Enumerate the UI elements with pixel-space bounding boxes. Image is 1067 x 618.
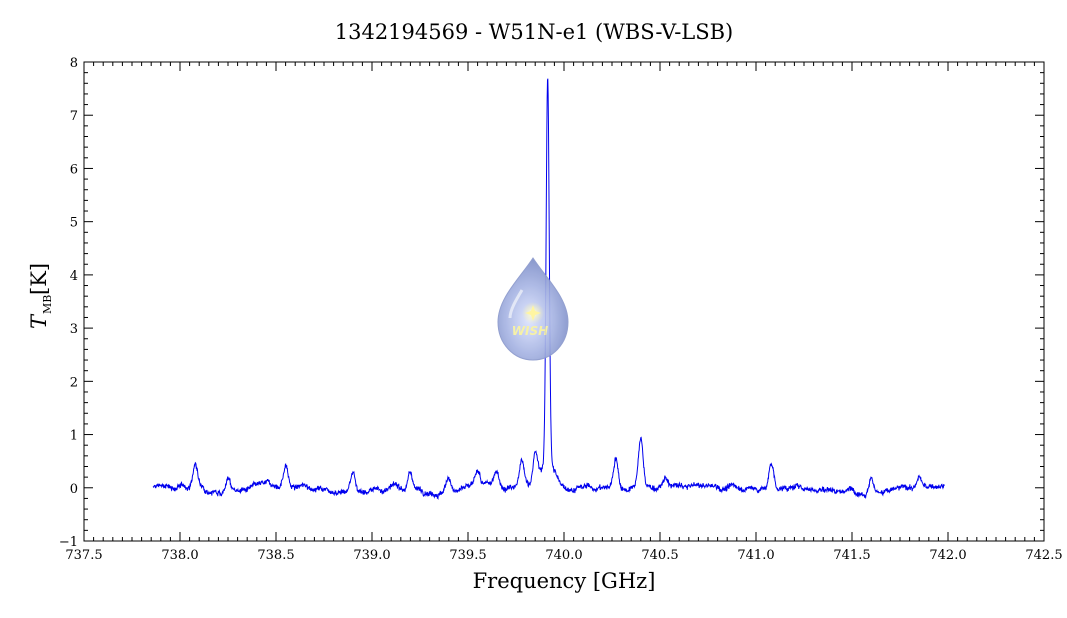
x-tick-label: 737.5 [65, 548, 102, 563]
x-tick-label: 738.0 [161, 548, 198, 563]
drop-highlight [508, 289, 524, 319]
y-axis-label-symbol: T [27, 313, 51, 329]
y-tick-label: 6 [70, 162, 78, 177]
y-axis-label-subscript: MB [41, 295, 54, 314]
y-axis-label: T MB [K] [27, 263, 54, 329]
x-tick-label: 741.5 [833, 548, 870, 563]
x-axis-label: Frequency [GHz] [473, 569, 656, 593]
y-tick-label: 2 [70, 375, 78, 390]
y-tick-label: −1 [59, 535, 78, 550]
y-tick-labels: −1 0 1 2 3 4 5 6 7 8 [59, 56, 78, 550]
spectrum-series-line [152, 78, 945, 501]
plot-frame [83, 61, 1045, 542]
x-tick-label: 742.5 [1025, 548, 1062, 563]
logo-text: WISH [512, 324, 548, 338]
x-tick-label: 739.0 [353, 548, 390, 563]
x-tick-label: 739.5 [449, 548, 486, 563]
axis-ticks [83, 61, 1045, 542]
y-tick-label: 7 [70, 109, 78, 124]
x-tick-labels: 737.5 738.0 738.5 739.0 739.5 740.0 740.5 741.0… [65, 548, 1062, 563]
x-tick-label: 742.0 [929, 548, 966, 563]
y-axis-label-unit: [K] [27, 263, 51, 295]
y-tick-label: 8 [70, 56, 78, 71]
y-tick-label: 4 [70, 269, 78, 284]
y-tick-label: 5 [70, 216, 78, 231]
y-tick-label: 1 [70, 429, 78, 444]
x-tick-label: 740.5 [641, 548, 678, 563]
y-tick-label: 0 [70, 482, 78, 497]
x-tick-label: 740.0 [545, 548, 582, 563]
x-tick-label: 741.0 [737, 548, 774, 563]
chart-title: 1342194569 - W51N-e1 (WBS-V-LSB) [335, 20, 734, 44]
y-tick-label: 3 [70, 322, 78, 337]
star-icon [525, 305, 541, 321]
wish-logo: WISH [497, 257, 569, 361]
x-tick-label: 738.5 [257, 548, 294, 563]
